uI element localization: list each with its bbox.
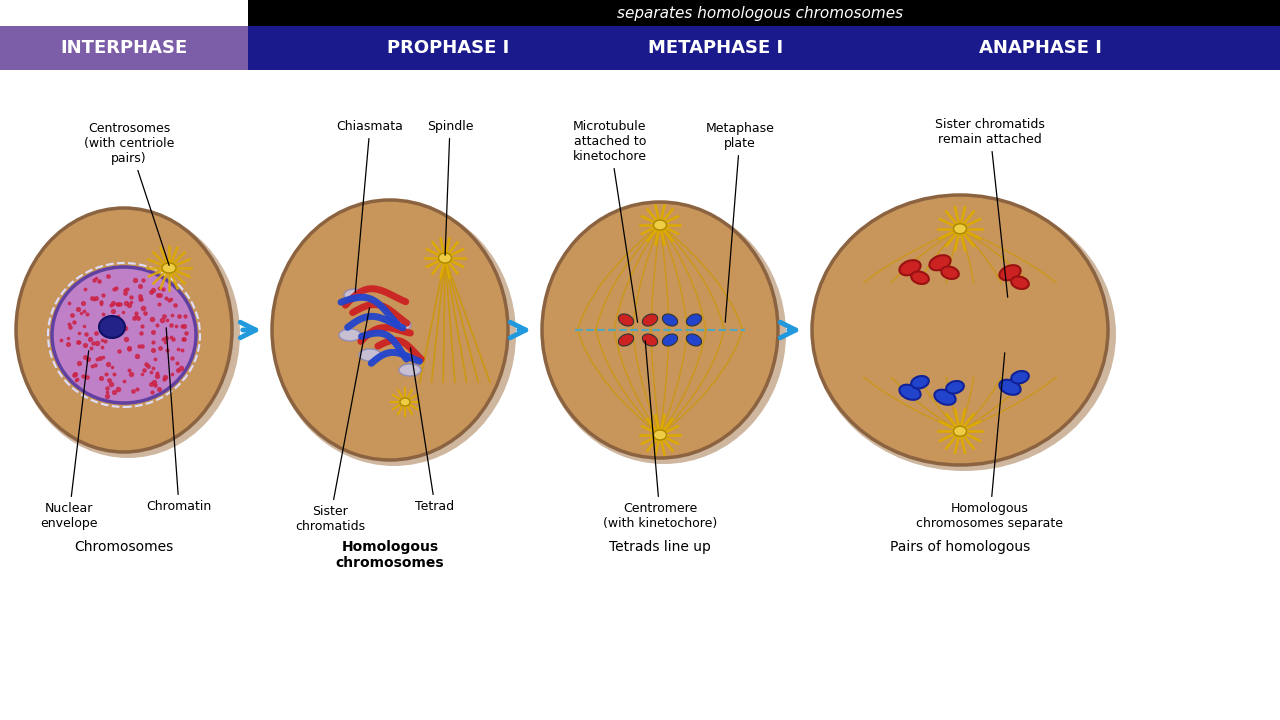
Ellipse shape: [541, 204, 786, 464]
Ellipse shape: [163, 263, 177, 273]
Text: PROPHASE I: PROPHASE I: [387, 39, 509, 57]
Ellipse shape: [643, 334, 658, 346]
Ellipse shape: [954, 426, 966, 436]
Text: ANAPHASE I: ANAPHASE I: [979, 39, 1101, 57]
FancyBboxPatch shape: [0, 26, 248, 70]
Ellipse shape: [273, 202, 516, 466]
Ellipse shape: [1011, 371, 1029, 384]
Ellipse shape: [399, 364, 421, 376]
Ellipse shape: [911, 271, 929, 284]
Ellipse shape: [52, 267, 196, 403]
Ellipse shape: [934, 390, 956, 405]
Ellipse shape: [654, 220, 667, 230]
Text: Nuclear
envelope: Nuclear envelope: [40, 351, 97, 530]
Ellipse shape: [941, 266, 959, 279]
Ellipse shape: [439, 253, 452, 263]
Text: Microtubule
attached to
kinetochore: Microtubule attached to kinetochore: [573, 120, 646, 323]
Text: Chiasmata: Chiasmata: [337, 120, 403, 292]
Ellipse shape: [900, 384, 920, 400]
Text: Homologous
chromosomes: Homologous chromosomes: [335, 540, 444, 570]
FancyBboxPatch shape: [248, 26, 1280, 70]
Ellipse shape: [389, 319, 411, 331]
Ellipse shape: [339, 329, 361, 341]
Ellipse shape: [358, 349, 381, 361]
Ellipse shape: [17, 210, 241, 458]
Text: Spindle: Spindle: [426, 120, 474, 255]
Ellipse shape: [686, 334, 701, 346]
Ellipse shape: [1000, 379, 1020, 395]
Text: Centrosomes
(with centriole
pairs): Centrosomes (with centriole pairs): [83, 122, 174, 266]
Ellipse shape: [344, 289, 366, 301]
Text: Homologous
chromosomes separate: Homologous chromosomes separate: [916, 353, 1064, 530]
FancyBboxPatch shape: [248, 0, 1280, 26]
Ellipse shape: [17, 208, 232, 452]
Ellipse shape: [686, 314, 701, 326]
Text: Metaphase
plate: Metaphase plate: [705, 122, 774, 323]
Ellipse shape: [812, 195, 1108, 465]
Ellipse shape: [911, 376, 929, 389]
Text: Tetrads line up: Tetrads line up: [609, 540, 710, 554]
Ellipse shape: [618, 334, 634, 346]
Ellipse shape: [541, 202, 778, 458]
Text: separates homologous chromosomes: separates homologous chromosomes: [617, 6, 904, 20]
Ellipse shape: [399, 398, 410, 406]
Ellipse shape: [929, 255, 951, 270]
Text: METAPHASE I: METAPHASE I: [649, 39, 783, 57]
Ellipse shape: [1000, 265, 1020, 280]
Ellipse shape: [99, 316, 125, 338]
Ellipse shape: [662, 334, 677, 346]
Ellipse shape: [812, 197, 1116, 471]
Ellipse shape: [946, 381, 964, 394]
Ellipse shape: [618, 314, 634, 326]
Ellipse shape: [1011, 276, 1029, 289]
Ellipse shape: [273, 200, 508, 460]
Text: Sister
chromatids: Sister chromatids: [294, 307, 370, 533]
Text: Chromosomes: Chromosomes: [74, 540, 174, 554]
Text: Tetrad: Tetrad: [411, 348, 454, 513]
Ellipse shape: [662, 314, 677, 326]
Ellipse shape: [654, 430, 667, 440]
Text: Centromere
(with kinetochore): Centromere (with kinetochore): [603, 341, 717, 530]
Ellipse shape: [900, 260, 920, 275]
FancyBboxPatch shape: [0, 0, 248, 26]
Text: Pairs of homologous: Pairs of homologous: [890, 540, 1030, 554]
Text: INTERPHASE: INTERPHASE: [60, 39, 188, 57]
Text: Chromatin: Chromatin: [146, 328, 211, 513]
Ellipse shape: [954, 224, 966, 234]
Ellipse shape: [643, 314, 658, 326]
Text: Sister chromatids
remain attached: Sister chromatids remain attached: [936, 118, 1044, 297]
